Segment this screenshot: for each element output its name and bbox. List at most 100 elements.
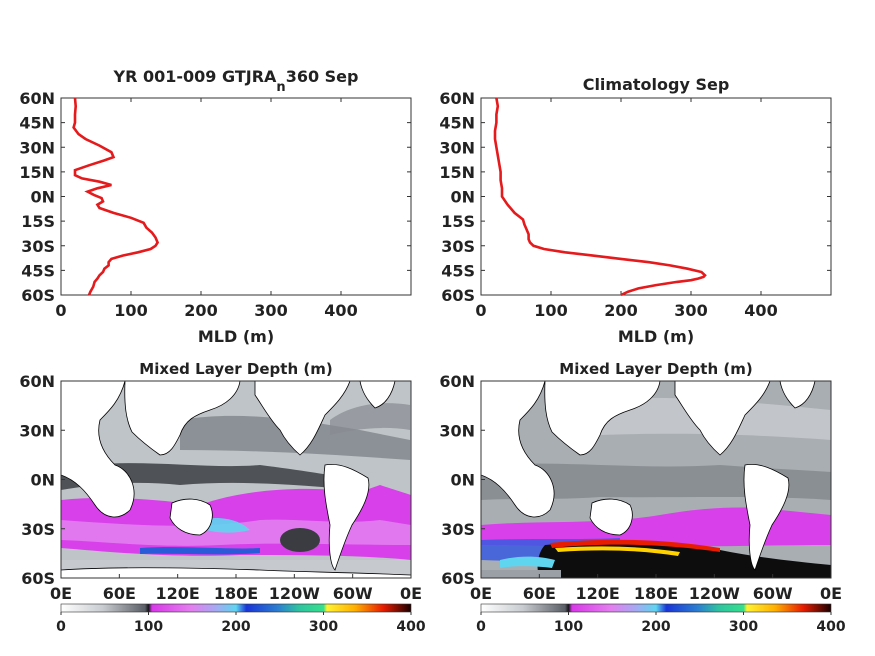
profile-2-xtick-label: 0	[475, 301, 486, 320]
profile-2-xtick-label: 400	[744, 301, 777, 320]
map-2-xtick-label: 60W	[753, 584, 793, 603]
profile-2-title: Climatology Sep	[583, 75, 730, 94]
profile-2-ytick-label: 30N	[439, 138, 475, 157]
map-2-cyan-rim	[500, 556, 555, 568]
map-2-xtick-label: 120E	[576, 584, 620, 603]
map-2-south-america-land	[743, 463, 790, 571]
profile-1-xtick-label: 300	[254, 301, 287, 320]
map-1-colorbar-tick-label: 400	[396, 619, 425, 635]
profile-1-ytick-label: 60N	[19, 89, 55, 108]
map-1-xtick-label: 0E	[50, 584, 72, 603]
map-1-xtick-label: 120E	[156, 584, 200, 603]
map-2-xtick-label: 0E	[820, 584, 842, 603]
profile-1-ytick-label: 30N	[19, 138, 55, 157]
profile-panel-2: Climatology Sep 0 100 200 300 400 60N 45N 30N 15…	[439, 75, 832, 346]
map-2-southern-magenta-band	[481, 507, 831, 547]
map-panel-2: Mixed Layer Depth (m) 0E 60E 120E 180E 120W 6…	[439, 360, 846, 635]
map-2-ytick-label: 30S	[441, 520, 475, 539]
map-1-colorbar-tick-label: 100	[134, 619, 163, 635]
profile-2-mld-line	[493, 97, 707, 297]
profile-2-ytick-label: 0N	[450, 188, 475, 207]
map-1-xtick-label: 180E	[214, 584, 258, 603]
map-2-africa-europe-land	[481, 381, 555, 518]
map-2-colorbar-tick-label: 400	[816, 619, 845, 635]
profile-2-ytick-label: 60N	[439, 89, 475, 108]
map-1-xtick-label: 60E	[103, 584, 136, 603]
map-1-equatorial-dark-band	[61, 463, 360, 490]
profile-2-ytick-label: 45N	[439, 114, 475, 133]
map-2-colorbar-ticks: 0 100 200 300 400	[476, 612, 846, 635]
map-1-xtick-label: 60W	[333, 584, 373, 603]
profile-2-axes	[480, 97, 832, 296]
profile-1-axes	[60, 97, 412, 296]
profile-panel-1: YR 001-009 GTJRAn360 Sep 0 100 200 300 400 60…	[19, 67, 412, 346]
profile-1-xtick-label: 200	[184, 301, 217, 320]
profile-1-ytick-label: 0N	[30, 188, 55, 207]
map-2-deep-mld-red-edge	[550, 539, 720, 552]
profile-1-xlabel: MLD (m)	[198, 327, 274, 346]
map-2-colorbar-tick-label: 300	[729, 619, 758, 635]
map-2-colorbar-tick-label: 0	[476, 619, 486, 635]
profile-2-xtick-label: 300	[674, 301, 707, 320]
map-2-title: Mixed Layer Depth (m)	[559, 360, 752, 378]
profile-1-xtick-label: 0	[55, 301, 66, 320]
map-2-colorbar	[480, 603, 832, 613]
map-2-colorbar-tick-label: 100	[554, 619, 583, 635]
map-1-southern-ocean-blue-edge	[140, 547, 260, 555]
map-1-colorbar-ticks: 0 100 200 300 400	[56, 612, 426, 635]
profile-1-ytick-label: 60S	[21, 286, 55, 305]
map-2-ytick-label: 60N	[439, 372, 475, 391]
profile-1-mld-line	[72, 97, 160, 296]
profile-1-xtick-label: 400	[324, 301, 357, 320]
map-1-ytick-label: 0N	[30, 471, 55, 490]
map-1-southern-ocean-cyan-patch	[200, 518, 250, 533]
profile-1-ytick-label: 15N	[19, 163, 55, 182]
map-2-xtick-label: 0E	[470, 584, 492, 603]
profile-2-ticks: 0 100 200 300 400 60N 45N 30N 15N 0N 15S 30S 45S 60S	[439, 89, 831, 320]
map-2-ytick-label: 30N	[439, 421, 475, 440]
map-2-north-america-land	[674, 381, 771, 456]
map-1-southern-ocean-lavender	[61, 519, 411, 546]
map-2-greenland-land	[779, 381, 816, 409]
profile-2-ytick-label: 60S	[441, 286, 475, 305]
profile-2-ytick-label: 45S	[441, 261, 475, 280]
map-2-equatorial-gray-band	[481, 463, 831, 500]
profile-1-ticks: 0 100 200 300 400 60N 45N 30N 15N 0N 15S 30S 45S 60S	[19, 89, 411, 320]
profile-1-title-subscript: n	[276, 80, 285, 95]
profile-2-ytick-label: 15N	[439, 163, 475, 182]
profile-2-xlabel: MLD (m)	[618, 327, 694, 346]
map-1-colorbar-tick-label: 0	[56, 619, 66, 635]
map-1-south-pacific-dark-patch	[280, 528, 320, 552]
map-1-xtick-label: 0E	[400, 584, 422, 603]
map-2-deep-mld-yellow-edge	[555, 546, 680, 556]
profile-2-ytick-label: 30S	[441, 237, 475, 256]
map-2-asia-land	[544, 381, 661, 456]
map-panel-1: Mixed Layer Depth (m) 0E 60E 120E 180	[19, 360, 426, 635]
map-1-asia-land	[124, 381, 241, 456]
map-2-deep-mld-black-core	[537, 541, 831, 578]
map-2-australia-land	[589, 498, 633, 536]
map-1-greenland-land	[359, 381, 396, 409]
map-2-ytick-label: 0N	[450, 471, 475, 490]
map-1-ytick-label: 30N	[19, 421, 55, 440]
profile-1-ytick-label: 45N	[19, 114, 55, 133]
profile-1-xtick-label: 100	[114, 301, 147, 320]
map-2-antarctic-rim	[481, 570, 561, 578]
map-2-ytick-label: 60S	[441, 569, 475, 588]
map-1-colorbar	[60, 603, 412, 613]
map-2-xtick-label: 60E	[523, 584, 556, 603]
map-1-ytick-label: 60N	[19, 372, 55, 391]
map-1-ytick-label: 60S	[21, 569, 55, 588]
profile-1-ytick-label: 45S	[21, 261, 55, 280]
map-2-xtick-label: 180E	[634, 584, 678, 603]
map-2-xtick-label: 120W	[689, 584, 740, 603]
map-1-africa-europe-land	[61, 381, 135, 518]
map-1-ticks: 0E 60E 120E 180E 120W 60W 0E 60N 30N 0N 30S 60S	[19, 372, 422, 603]
map-1-antarctica-land	[61, 567, 411, 578]
map-1-xtick-label: 120W	[269, 584, 320, 603]
profile-2-ytick-label: 15S	[441, 212, 475, 231]
map-1-ytick-label: 30S	[21, 520, 55, 539]
map-1-colorbar-tick-label: 200	[221, 619, 250, 635]
map-2-ticks: 0E 60E 120E 180E 120W 60W 0E 60N 30N 0N 30S 60S	[439, 372, 842, 603]
map-1-title: Mixed Layer Depth (m)	[139, 360, 332, 378]
